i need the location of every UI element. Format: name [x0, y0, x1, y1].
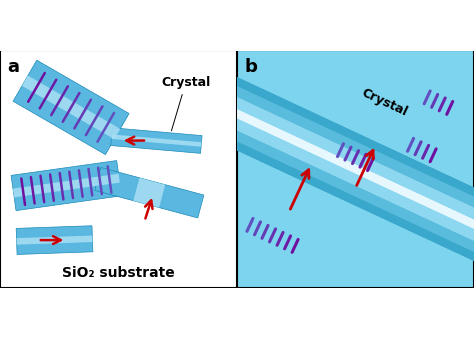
- Polygon shape: [6, 0, 474, 273]
- Polygon shape: [22, 76, 120, 139]
- Polygon shape: [73, 14, 474, 324]
- Polygon shape: [0, 0, 474, 289]
- Text: Crystal: Crystal: [359, 86, 409, 119]
- Polygon shape: [161, 75, 474, 333]
- Polygon shape: [13, 174, 120, 197]
- Polygon shape: [111, 128, 202, 153]
- Polygon shape: [1, 0, 474, 282]
- Polygon shape: [152, 56, 474, 338]
- Text: SiO₂ substrate: SiO₂ substrate: [62, 266, 175, 281]
- Polygon shape: [17, 236, 92, 245]
- Text: a: a: [7, 57, 19, 76]
- Polygon shape: [11, 161, 122, 211]
- Polygon shape: [85, 40, 474, 298]
- Polygon shape: [16, 226, 93, 255]
- Polygon shape: [133, 178, 165, 208]
- Polygon shape: [13, 60, 129, 154]
- Polygon shape: [156, 65, 474, 338]
- Polygon shape: [95, 167, 204, 218]
- Polygon shape: [10, 5, 474, 263]
- Text: Crystal: Crystal: [161, 76, 210, 131]
- Polygon shape: [111, 135, 201, 147]
- Polygon shape: [81, 30, 474, 308]
- Text: b: b: [244, 57, 257, 76]
- Polygon shape: [148, 49, 474, 338]
- Polygon shape: [76, 21, 474, 317]
